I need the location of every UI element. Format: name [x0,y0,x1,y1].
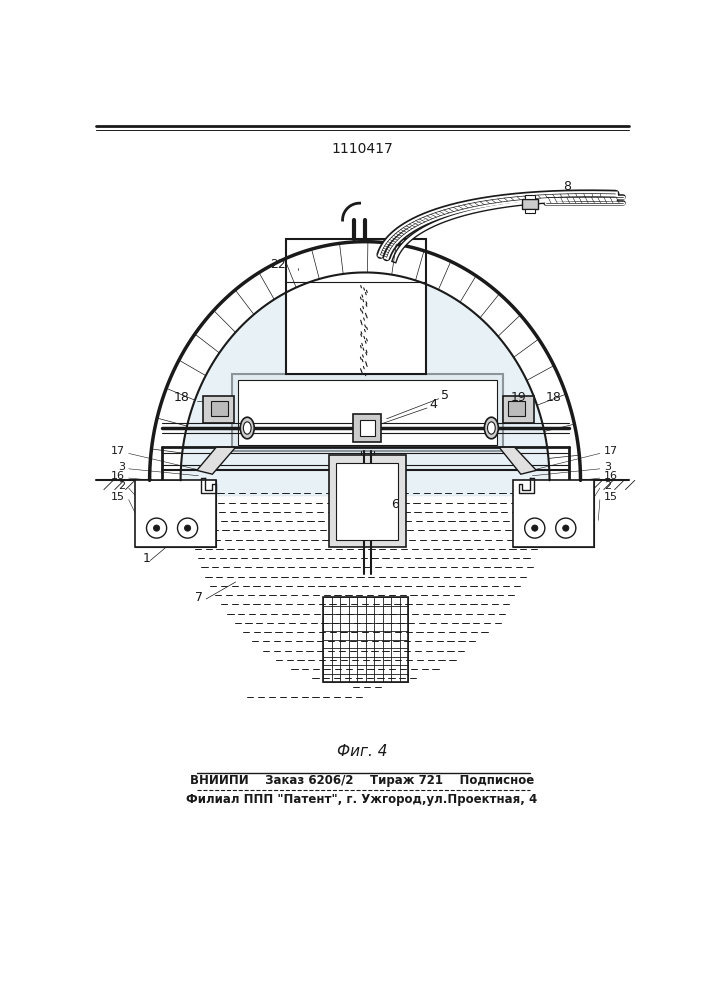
Text: 2: 2 [117,481,125,491]
Text: 2: 2 [604,481,611,491]
Ellipse shape [484,417,498,439]
Text: 6: 6 [391,498,399,512]
Bar [286,239,426,374]
Text: 15: 15 [604,492,618,502]
Polygon shape [180,272,549,496]
Text: ВНИИПИ    Заказ 6206/2    Тираж 721    Подписное: ВНИИПИ Заказ 6206/2 Тираж 721 Подписное [189,774,534,787]
Polygon shape [499,447,537,474]
Text: 1110417: 1110417 [331,142,393,156]
Polygon shape [197,447,235,474]
Bar [139,484,212,515]
Bar [525,195,534,199]
Bar [360,420,375,436]
Text: 8: 8 [563,180,571,193]
Text: 1: 1 [143,552,151,565]
Bar [354,414,381,442]
Bar [203,396,234,423]
Ellipse shape [243,422,251,434]
Circle shape [563,525,569,531]
Text: 16: 16 [604,471,618,481]
Text: 4: 4 [429,398,437,411]
Text: 15: 15 [111,492,125,502]
Circle shape [185,525,191,531]
Bar [513,480,595,547]
Text: 7: 7 [195,591,203,604]
Bar [508,401,525,416]
Bar [329,455,406,547]
Ellipse shape [488,422,495,434]
Bar [238,380,497,445]
Text: 16: 16 [111,471,125,481]
Bar [211,401,228,416]
Bar [323,597,409,682]
Bar [135,480,216,547]
Bar [135,480,216,547]
Circle shape [153,525,160,531]
Bar [232,374,503,451]
Text: Филиал ППП "Патент", г. Ужгород,ул.Проектная, 4: Филиал ППП "Патент", г. Ужгород,ул.Проек… [187,793,537,806]
Text: 17: 17 [604,446,618,456]
Text: 22: 22 [271,258,286,271]
Text: 18: 18 [174,391,189,404]
Bar [525,209,534,213]
Bar [513,480,595,547]
Bar [517,484,590,515]
Circle shape [532,525,538,531]
Text: 5: 5 [441,389,449,402]
Text: 17: 17 [111,446,125,456]
Text: 18: 18 [546,391,561,404]
Text: Фиг. 4: Фиг. 4 [337,744,387,759]
Ellipse shape [240,417,255,439]
Bar [337,463,398,540]
Text: 3: 3 [118,462,125,472]
Text: 3: 3 [604,462,611,472]
Text: 19: 19 [510,391,527,404]
Bar [522,199,538,209]
Bar [503,396,534,423]
